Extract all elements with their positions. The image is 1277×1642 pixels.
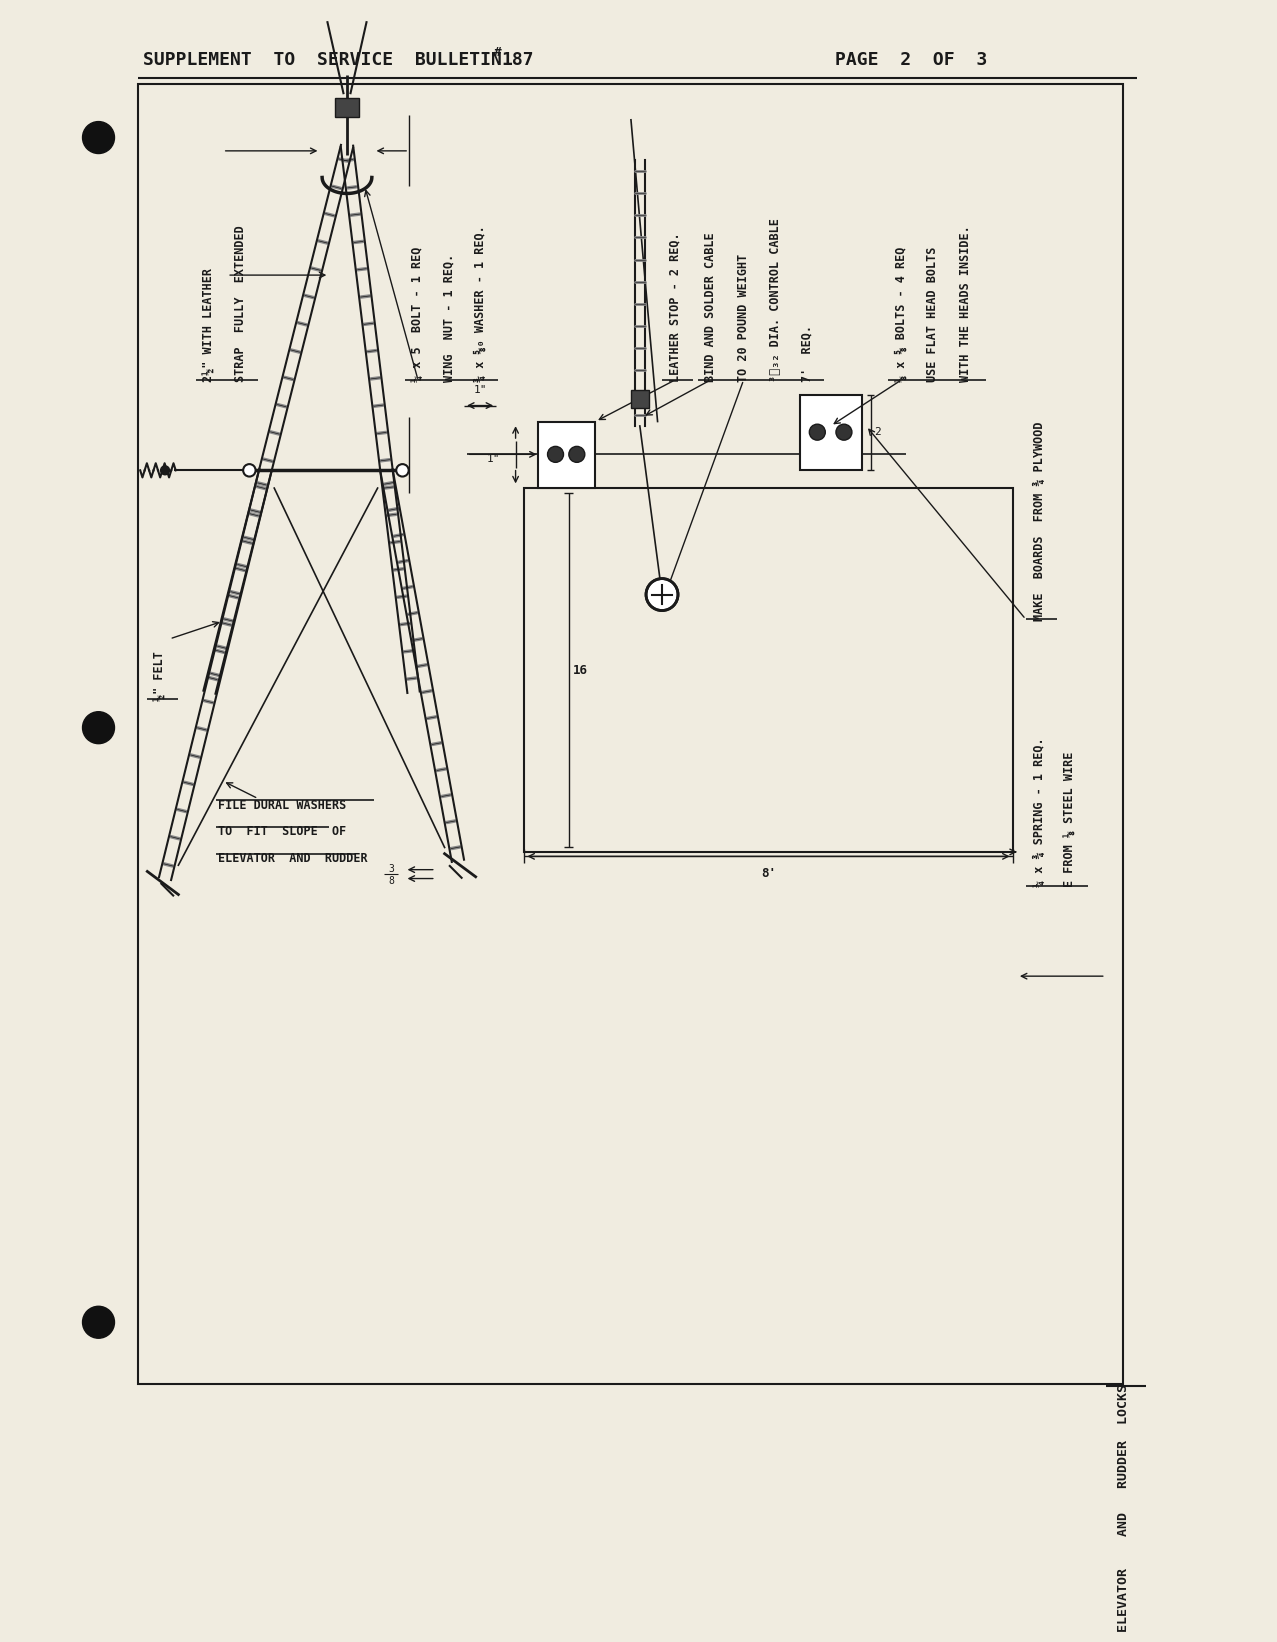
Circle shape [568,447,585,463]
Text: 187: 187 [502,51,534,69]
Text: 1": 1" [487,453,501,463]
Text: WITH THE HEADS INSIDE.: WITH THE HEADS INSIDE. [959,225,972,381]
Bar [799,394,862,470]
Text: 2: 2 [875,427,881,437]
Circle shape [243,465,255,476]
Text: ¼ x 5  BOLT - 1 REQ: ¼ x 5 BOLT - 1 REQ [411,246,424,381]
Text: 7'  REQ.: 7' REQ. [801,325,813,381]
Text: ³⁄₃₂ DIA. CONTROL CABLE: ³⁄₃₂ DIA. CONTROL CABLE [769,218,782,381]
Bar [538,422,595,488]
Text: BIND AND SOLDER CABLE: BIND AND SOLDER CABLE [705,232,718,381]
Text: TO  FIT  SLOPE  OF: TO FIT SLOPE OF [218,826,346,839]
Circle shape [83,122,115,153]
Text: SUPPLEMENT  TO  SERVICE  BULLETIN: SUPPLEMENT TO SERVICE BULLETIN [143,51,502,69]
Text: LEATHER STOP - 2 REQ.: LEATHER STOP - 2 REQ. [669,232,682,381]
Text: MAKE  BOARDS  FROM ¾ PLYWOOD: MAKE BOARDS FROM ¾ PLYWOOD [1033,422,1046,621]
Text: 8: 8 [388,875,395,887]
Text: ELEVATOR    AND   RUDDER  LOCKS: ELEVATOR AND RUDDER LOCKS [1117,1384,1130,1632]
Bar [138,84,1124,1384]
Circle shape [836,424,852,440]
Text: E FROM ⅛ STEEL WIRE: E FROM ⅛ STEEL WIRE [1064,752,1077,887]
Bar [335,97,359,117]
Text: 3: 3 [388,864,395,874]
Text: WING  NUT - 1 REQ.: WING NUT - 1 REQ. [443,253,456,381]
Text: ½" FELT: ½" FELT [155,652,167,701]
Text: 2½" WITH LEATHER: 2½" WITH LEATHER [203,268,216,381]
Text: 16: 16 [573,663,589,677]
Circle shape [548,447,563,463]
Circle shape [161,466,170,475]
Text: #: # [493,46,501,59]
Text: ⅛ x ⅝ BOLTS - 4 REQ: ⅛ x ⅝ BOLTS - 4 REQ [895,246,908,381]
Text: PAGE  2  OF  3: PAGE 2 OF 3 [835,51,987,69]
Text: ¾ x ⅝₀ WASHER - 1 REQ.: ¾ x ⅝₀ WASHER - 1 REQ. [474,225,487,381]
Circle shape [810,424,825,440]
Text: 1": 1" [474,384,487,394]
Text: 8': 8' [761,867,776,880]
Circle shape [646,578,678,611]
Text: ELEVATOR  AND  RUDDER: ELEVATOR AND RUDDER [218,852,368,865]
Bar [525,488,1013,852]
Text: TO 20 POUND WEIGHT: TO 20 POUND WEIGHT [737,253,750,381]
Circle shape [83,1307,115,1338]
Text: USE FLAT HEAD BOLTS: USE FLAT HEAD BOLTS [926,246,939,381]
Text: FILE DURAL WASHERS: FILE DURAL WASHERS [218,798,346,811]
Bar [631,391,649,409]
Circle shape [396,465,409,476]
Text: ¼ x ¾ SPRING - 1 REQ.: ¼ x ¾ SPRING - 1 REQ. [1033,737,1046,887]
Text: STRAP  FULLY  EXTENDED: STRAP FULLY EXTENDED [234,225,246,381]
Circle shape [83,711,115,744]
